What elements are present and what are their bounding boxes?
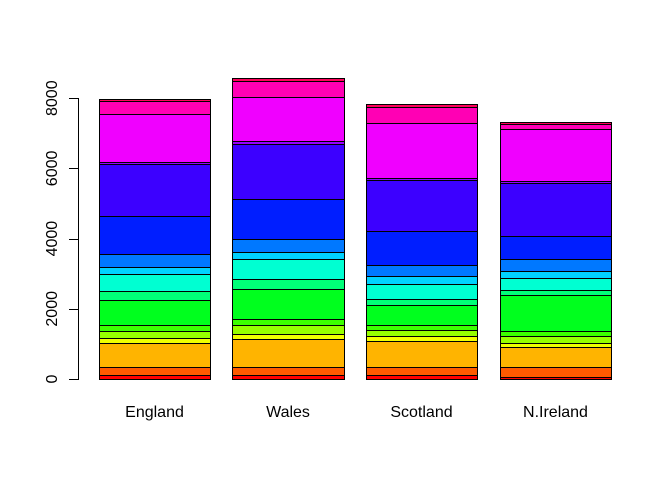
svg-text:N.Ireland: N.Ireland (523, 404, 588, 421)
svg-text:4000: 4000 (44, 221, 61, 257)
svg-text:8000: 8000 (44, 80, 61, 116)
svg-text:6000: 6000 (44, 151, 61, 187)
svg-text:0: 0 (44, 374, 61, 383)
svg-text:Scotland: Scotland (390, 404, 452, 421)
svg-text:2000: 2000 (44, 291, 61, 327)
svg-text:Wales: Wales (266, 404, 310, 421)
svg-text:England: England (125, 404, 184, 421)
